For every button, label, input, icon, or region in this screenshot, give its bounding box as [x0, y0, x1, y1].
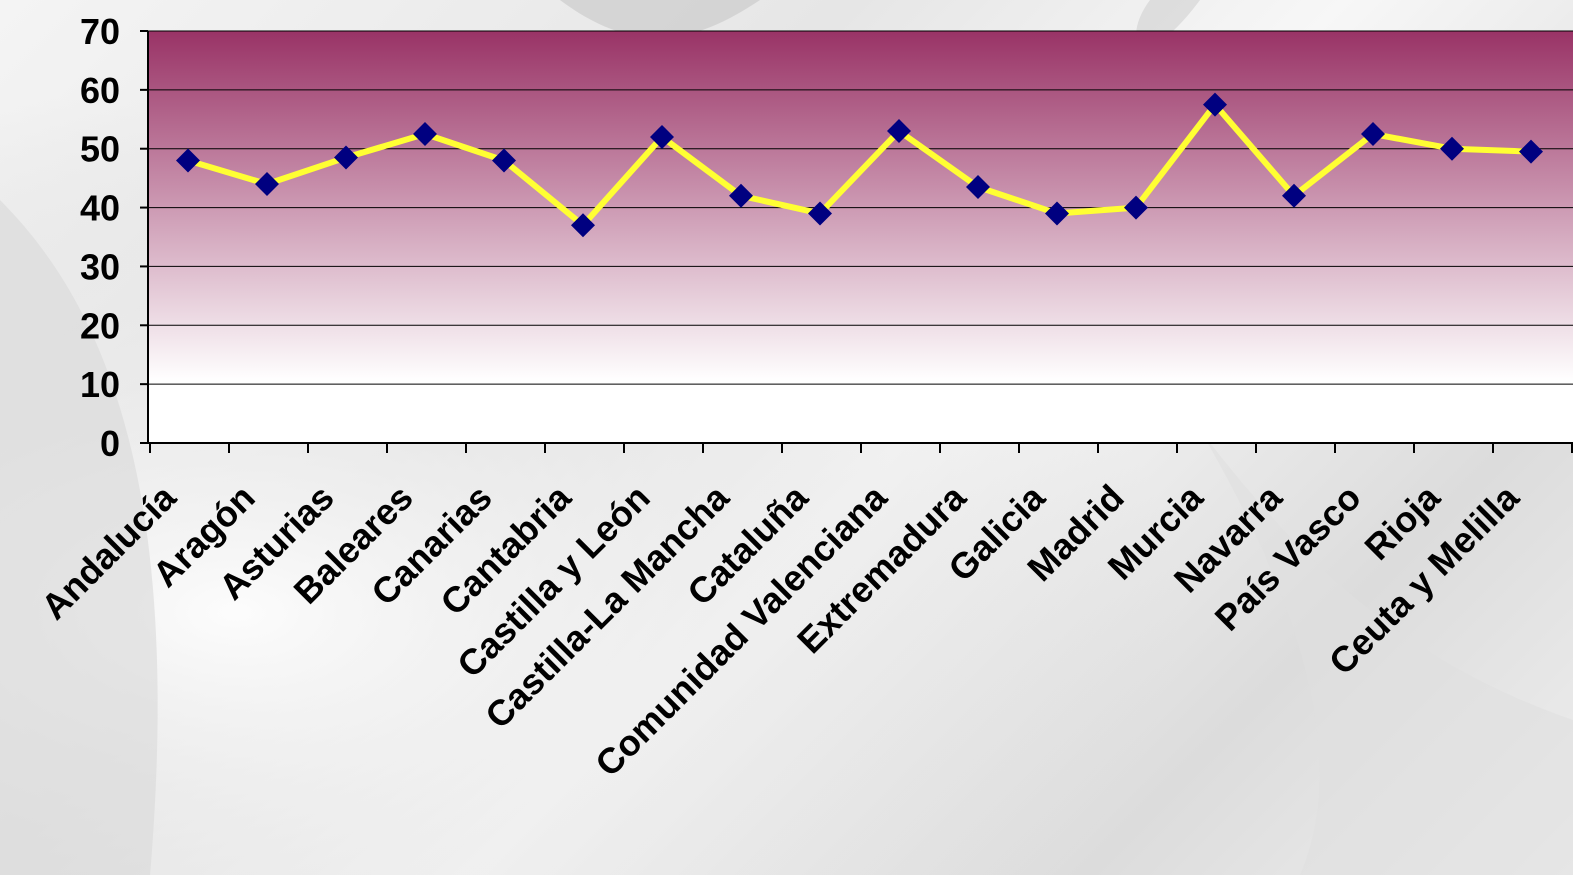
data-point-marker: [966, 174, 990, 199]
data-point-marker: [492, 148, 516, 173]
data-point-marker: [887, 119, 911, 144]
data-point-marker: [334, 145, 358, 170]
data-point-marker: [1440, 136, 1464, 161]
y-tick-label: 40: [80, 188, 120, 229]
data-point-marker: [729, 183, 753, 208]
y-axis-ticks: 0 10 20 30 40 50 60 70: [80, 11, 148, 464]
data-point-marker: [1045, 201, 1069, 226]
data-point-marker: [808, 201, 832, 226]
data-point-marker: [255, 172, 279, 197]
y-tick-label: 70: [80, 11, 120, 52]
y-tick-label: 30: [80, 246, 120, 287]
data-point-marker: [1203, 92, 1227, 117]
y-tick-label: 60: [80, 70, 120, 111]
data-point-marker: [1282, 183, 1306, 208]
gridlines: [148, 30, 1573, 385]
series-line: [187, 101, 1532, 229]
y-tick-label: 10: [80, 364, 120, 405]
data-point-marker: [176, 148, 200, 173]
data-point-marker: [413, 122, 437, 146]
data-point-marker: [1361, 122, 1385, 146]
data-point-marker: [650, 124, 674, 149]
y-tick-label: 0: [100, 423, 120, 464]
data-point-marker: [571, 213, 595, 238]
data-point-marker: [1124, 195, 1148, 220]
y-tick-label: 50: [80, 129, 120, 170]
x-axis-ticks: AndalucíaAragónAsturiasBalearesCanariasC…: [33, 443, 1573, 784]
plot-area: [148, 31, 1573, 443]
data-point-marker: [1519, 139, 1543, 164]
series-group: [176, 92, 1543, 238]
y-tick-label: 20: [80, 305, 120, 346]
